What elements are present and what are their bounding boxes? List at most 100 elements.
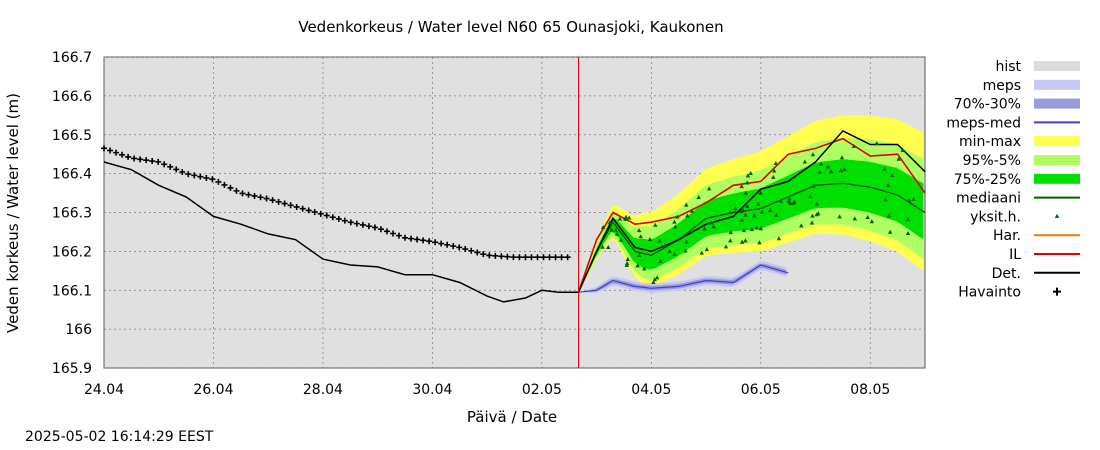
observation-marker [161,161,168,168]
ensemble-marker [745,180,750,185]
observation-marker [239,190,246,197]
observation-marker [462,246,469,253]
observation-marker [528,254,535,261]
legend-label: meps-med [946,115,1021,131]
il-line [577,137,926,293]
ensemble-marker [739,217,745,222]
y-tick-label: 166.2 [52,244,92,260]
ensemble-marker [607,220,613,225]
legend-swatch [1034,61,1080,71]
ensemble-marker [708,220,714,225]
observation-marker [191,172,198,179]
legend-label: yksit.h. [970,209,1021,225]
ensemble-marker [887,229,893,234]
observation-marker [137,156,144,163]
ensemble-marker [810,213,815,218]
x-tick-label: 04.05 [631,382,671,398]
ensemble-marker [758,190,763,195]
observation-marker [552,254,559,261]
ensemble-marker [739,239,745,244]
ensemble-marker [773,161,779,166]
observation-marker [474,249,481,256]
ensemble-marker [900,147,905,152]
ensemble-marker [842,167,847,172]
ensemble-marker [911,196,916,201]
observation-marker [359,221,366,228]
grid [103,56,925,369]
ensemble-marker [606,245,611,250]
observation-marker [233,187,240,194]
observation-marker [450,243,457,250]
observation-marker [221,181,228,188]
x-tick-label: 08.05 [850,382,890,398]
det-line [103,129,926,303]
observation-marker [179,168,186,175]
ensemble-marker [758,226,764,231]
ensemble-marker [614,231,620,236]
ensemble-marker [745,204,750,209]
ensemble-marker [787,196,792,201]
ensemble-marker [743,212,748,217]
ensemble-marker [743,238,748,243]
observation-marker [564,254,571,261]
legend-swatch [1034,155,1080,165]
observation-marker [516,254,523,261]
legend-label: meps [983,78,1021,94]
ensemble-marker [683,248,688,253]
y-tick-label: 166.5 [52,128,92,144]
ensemble-marker [778,198,783,203]
timestamp: 2025-05-02 16:14:29 EEST [25,429,214,445]
x-tick-label: 02.05 [522,382,562,398]
observation-marker [293,203,300,210]
legend-label: 70%-30% [954,97,1021,113]
ensemble-marker [759,209,765,214]
legend-swatch [1054,213,1060,218]
observation-marker [486,252,493,259]
ensemble-marker [818,161,824,166]
ensemble-marker [838,168,844,173]
legend-swatch [1053,287,1061,296]
observation-marker [215,178,222,185]
ensemble-marker [699,250,704,255]
ensemble-marker [635,263,640,268]
observation-marker [444,241,451,248]
observation-marker [155,158,162,165]
ensemble-marker [768,208,773,213]
ensemble-marker [667,248,672,253]
ensemble-marker [743,190,748,195]
observation-marker [347,219,354,226]
ensemble-marker [617,216,623,221]
ensemble-marker [613,227,618,232]
observation-marker [185,171,192,178]
observation-marker [414,236,421,243]
observation-marker [522,254,529,261]
ensemble-marker [802,159,808,164]
observation-marker [534,254,541,261]
ensemble-marker [658,259,663,264]
ensemble-marker [723,244,729,249]
observation-marker [396,232,403,239]
ensemble-marker [651,280,656,285]
y-tick-label: 166.3 [52,206,92,222]
y-axis-ticks: 166.7 166.6 166.5 166.4 166.3 166.2 166.1 166 16… [52,50,92,377]
observation-marker [438,240,445,247]
ensemble-marker [889,173,895,178]
observation-marker [245,191,252,198]
ensemble-marker [672,251,677,256]
ensemble-marker [739,184,744,189]
x-axis-label: Päivä / Date [467,408,557,426]
ensemble-marker [688,228,693,233]
legend-label: 75%-25% [954,172,1021,188]
ensemble-marker [684,239,689,244]
ensemble-marker [624,261,630,266]
legend-label: 95%-5% [963,153,1021,169]
ensemble-marker [684,202,689,207]
y-tick-label: 165.9 [52,361,92,377]
ensemble-marker [811,183,816,188]
ensemble-markers [101,141,916,285]
observation-marker [131,155,138,162]
observation-marker [251,192,258,199]
ensemble-marker [852,216,858,221]
ensemble-marker [657,238,662,243]
